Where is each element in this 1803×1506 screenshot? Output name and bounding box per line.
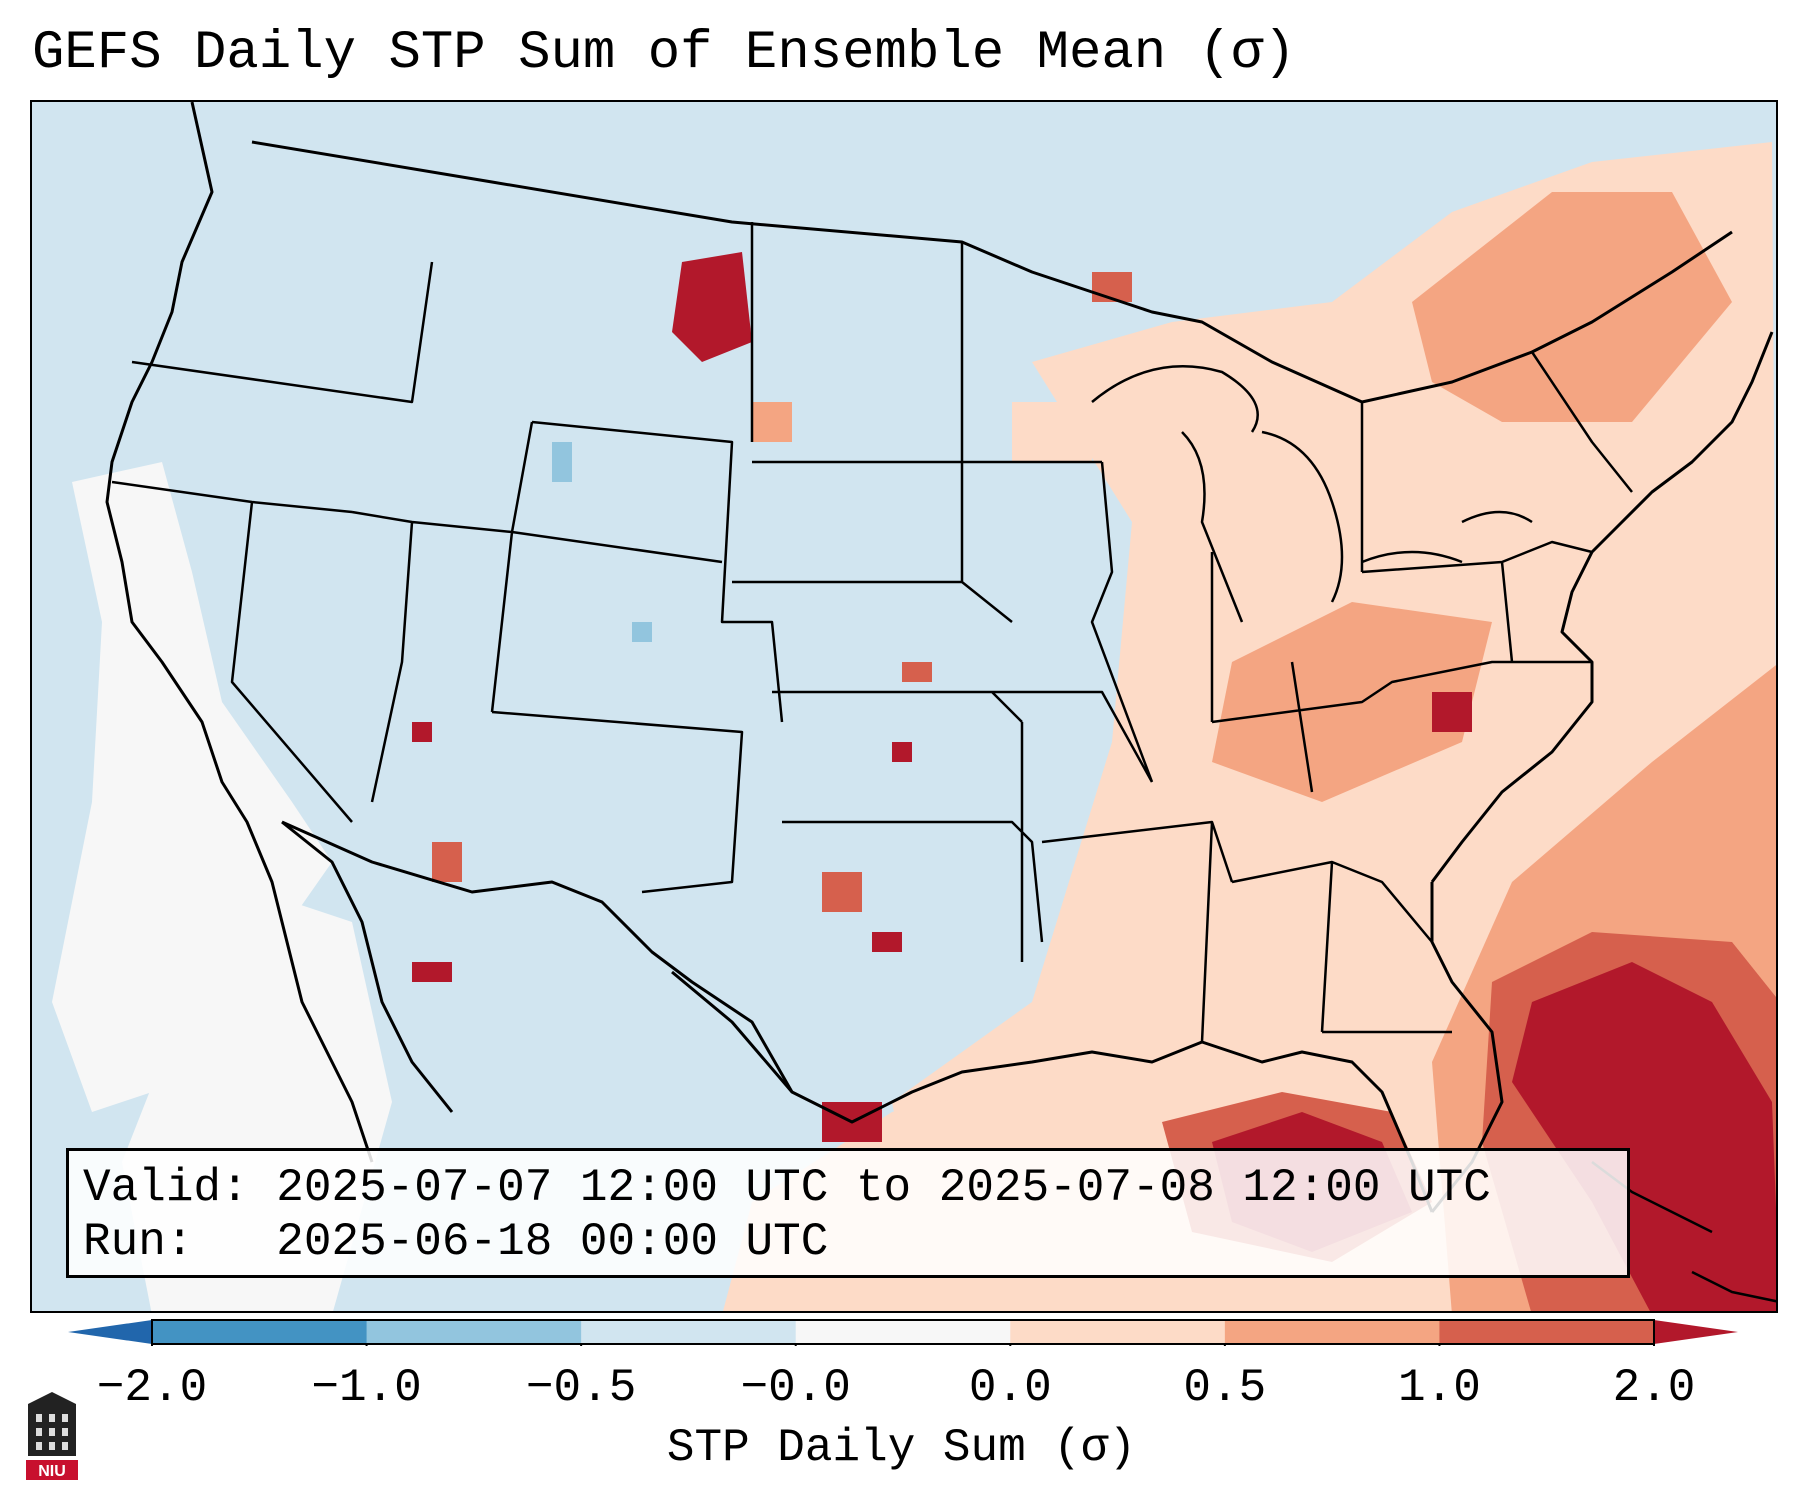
valid-label: Valid: xyxy=(83,1162,249,1214)
atlantic-coastline xyxy=(1430,331,1774,883)
chart-title: GEFS Daily STP Sum of Ensemble Mean (σ) xyxy=(32,23,1296,84)
run-label: Run: xyxy=(83,1216,194,1268)
mexico-border xyxy=(281,820,794,1093)
gulf-coastline xyxy=(671,970,1434,1213)
colorbar-segment xyxy=(1224,1320,1440,1344)
west-coastline xyxy=(105,102,374,1163)
anomaly-region-atlantic-max xyxy=(1512,962,1776,1311)
valid-time-range: 2025-07-07 12:00 UTC to 2025-07-08 12:00… xyxy=(276,1162,1491,1214)
colorbar-segment xyxy=(1439,1320,1655,1344)
map-panel[interactable] xyxy=(30,100,1778,1313)
run-time: 2025-06-18 00:00 UTC xyxy=(276,1216,829,1268)
colorbar-tick-label: 1.0 xyxy=(1398,1362,1481,1414)
colorbar-tick-label: 2.0 xyxy=(1612,1362,1696,1414)
colorbar-segment xyxy=(795,1320,1011,1344)
colorbar-tick-label: 0.0 xyxy=(968,1362,1052,1414)
colorbar-segment xyxy=(366,1320,582,1344)
baja-coastline xyxy=(281,820,454,1113)
great-lakes xyxy=(1091,365,1533,623)
colorbar-segment xyxy=(581,1320,797,1344)
colorbar xyxy=(68,1319,1738,1346)
colorbar-tick-label: −1.0 xyxy=(311,1362,422,1414)
colorbar-tick-label: −0.0 xyxy=(740,1362,851,1414)
colorbar-segments xyxy=(152,1320,1655,1344)
map-boundaries xyxy=(105,102,1776,1303)
canada-border xyxy=(251,140,1733,404)
anomaly-region-ohio-valley xyxy=(1212,602,1492,802)
colorbar-segment xyxy=(1010,1320,1226,1344)
niu-logo: NIU xyxy=(26,1392,78,1480)
anomaly-region-montana xyxy=(672,252,752,362)
colorbar-segment xyxy=(152,1320,368,1344)
colorbar-outline xyxy=(151,1319,1655,1345)
logo-text: NIU xyxy=(38,1463,66,1480)
map-canvas xyxy=(52,102,1776,1311)
validity-info-box: Valid: 2025-07-07 12:00 UTC to 2025-07-0… xyxy=(66,1148,1630,1278)
colorbar-label: STP Daily Sum (σ) xyxy=(666,1422,1137,1474)
colorbar-tick-label: 0.5 xyxy=(1183,1362,1267,1414)
colorbar-tick-label: −2.0 xyxy=(96,1362,208,1414)
colorbar-extend-high xyxy=(1654,1320,1738,1344)
anomaly-field xyxy=(52,142,1776,1311)
colorbar-tick-label: −0.5 xyxy=(525,1362,637,1414)
state-borders xyxy=(111,222,1633,1043)
anomaly-region-northeast xyxy=(1412,192,1732,422)
scattered-anomaly-cells xyxy=(412,272,1472,1142)
colorbar-extend-low xyxy=(68,1320,152,1344)
